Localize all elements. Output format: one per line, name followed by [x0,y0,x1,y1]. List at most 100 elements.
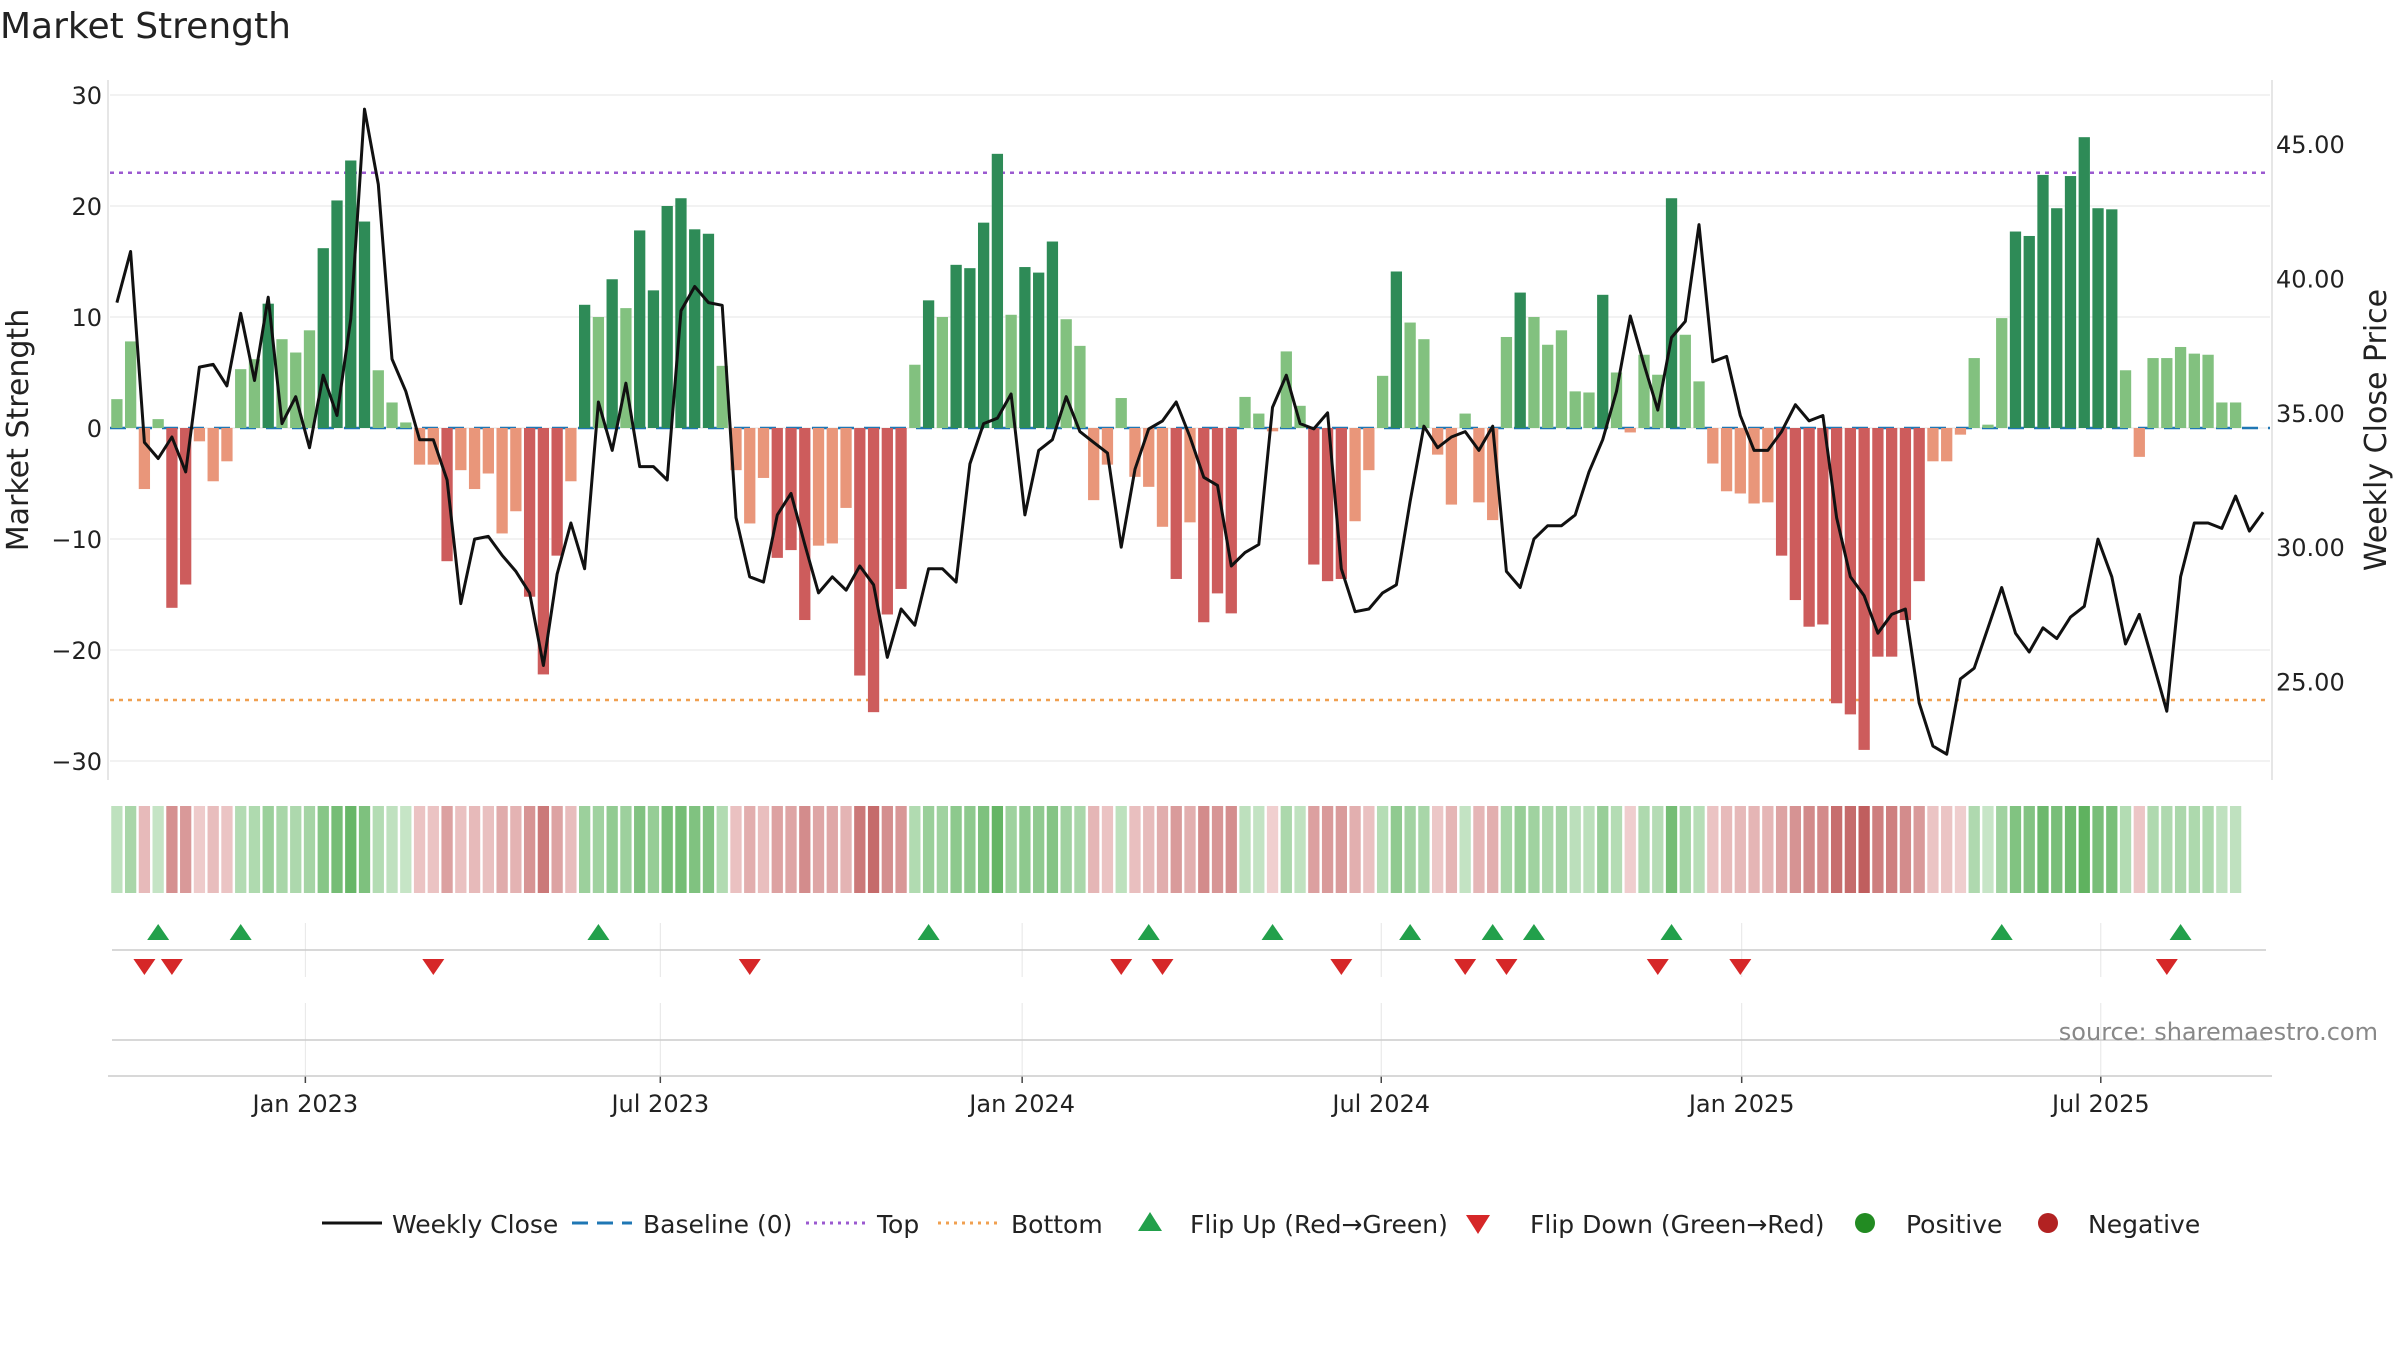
heat-cell [262,806,274,893]
heat-cell [634,806,646,893]
strength-bar [2161,358,2173,428]
flip-up-marker [2169,924,2192,940]
heat-cell [276,806,288,893]
strength-bar [950,264,962,428]
x-tick-label: Jan 2024 [967,1090,1075,1118]
legend-label-baseline: Baseline (0) [643,1210,792,1239]
strength-bar [455,428,467,471]
legend-label-top: Top [876,1210,919,1239]
flip-up-marker [1660,924,1683,940]
strength-bar [1005,314,1017,428]
heat-cell [1033,806,1045,893]
strength-bar [647,290,660,428]
heat-cell [207,806,219,893]
y-axis-left-title: Market Strength [1,309,36,551]
heat-cell [977,806,990,893]
strength-bar [730,428,742,471]
heat-cell [1156,806,1169,893]
strength-bar [111,399,123,428]
strength-bar [716,365,728,428]
heat-cell [1184,806,1196,893]
heat-cell [2051,806,2063,893]
heat-cell [2161,806,2173,893]
strength-bar [1899,428,1912,621]
weekly-close-line [115,107,2265,756]
heat-cell [936,806,948,893]
flip-up-marker [587,924,610,940]
flip-down-marker [738,959,761,975]
strength-bar [606,279,618,428]
strength-bar [1445,428,1458,505]
heat-cell [496,806,508,893]
strength-bar [1707,428,1719,464]
strength-bar [2133,428,2145,457]
heat-cell [1872,806,1884,893]
strength-bar [1390,271,1403,428]
heat-cell [1941,806,1953,893]
heat-cell [1294,806,1306,893]
strength-bar [386,402,398,428]
strength-bar [1280,351,1292,428]
strength-bar [276,339,288,428]
heat-cell [1624,806,1636,893]
heat-cell [2023,806,2035,893]
heat-cell [1170,806,1182,893]
strength-bar [1954,428,1967,435]
legend-swatch-flip-up [1138,1212,1162,1231]
heat-cell [235,806,247,893]
heat-cell [2216,806,2228,893]
heat-cell [1542,806,1554,893]
strength-bar [702,233,715,428]
strength-bar [1239,396,1251,428]
strength-bar [757,428,770,478]
heat-cell [1266,806,1279,893]
strength-bar [331,200,343,428]
strength-bar [2023,235,2035,428]
flip-down-marker [1151,959,1174,975]
heat-cell [2133,806,2145,893]
heat-cell [111,806,123,893]
heat-cell [1019,806,1031,893]
heat-cell [1679,806,1691,893]
strength-bar [2202,354,2214,428]
heat-cell [1982,806,1994,893]
heat-cell [1046,806,1059,893]
strength-bar [744,428,756,524]
y-left-tick-label: 10 [71,304,102,332]
heat-cell [1376,806,1389,893]
heat-cell [812,806,825,893]
strength-bar [1019,267,1031,428]
heat-cell [1198,806,1210,893]
heat-cell [909,806,921,893]
heat-cell [1239,806,1251,893]
strength-bar [1720,428,1733,492]
flip-down-marker [1646,959,1669,975]
strength-bar [1624,428,1636,433]
strength-bar [1500,336,1513,428]
heat-cell [1321,806,1334,893]
strength-bar [1982,424,1994,428]
strength-bar [936,317,948,428]
heat-cell [1954,806,1967,893]
heat-cell [1597,806,1609,893]
grid-layer [110,94,2270,1075]
strength-bar [1115,398,1127,428]
heat-cell [455,806,467,893]
heat-cell [1583,806,1595,893]
strength-bar [1817,428,1829,625]
y-right-tick-label: 30.00 [2276,534,2345,562]
heat-cell [881,806,893,893]
strength-bar [1404,322,1416,428]
heat-cell [565,806,577,893]
heat-cell [2106,806,2118,893]
heat-cell [1074,806,1086,893]
strength-bar [1514,292,1526,428]
legend-swatch-negative [2038,1213,2058,1233]
strength-bar [922,300,935,428]
heat-cell [1088,806,1100,893]
flip-down-marker [2155,959,2178,975]
heat-cell [1720,806,1733,893]
y-left-tick-label: −30 [51,748,102,776]
heat-cell [1459,806,1471,893]
